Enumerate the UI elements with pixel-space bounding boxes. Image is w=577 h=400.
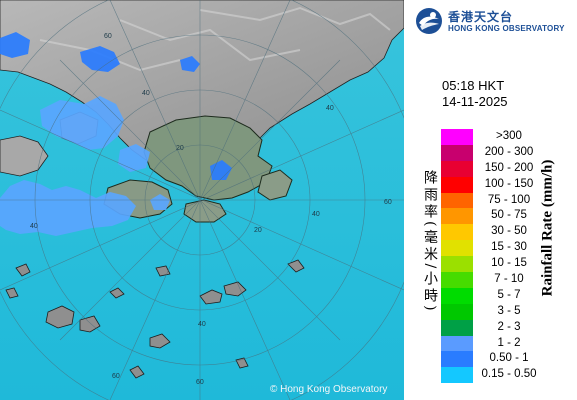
range-label: 40 xyxy=(198,321,206,328)
legend-label: 15 - 30 xyxy=(491,241,527,254)
legend-swatch xyxy=(441,367,473,384)
legend-title-cn: 降雨率(毫米/小時) xyxy=(422,170,438,314)
legend-title-en: Rainfall Rate (mm/h) xyxy=(539,159,556,297)
timestamp-time: 05:18 HKT xyxy=(442,78,505,93)
legend-row: 5 - 7 xyxy=(441,287,571,304)
legend-swatch xyxy=(441,160,473,177)
range-labels: 60 40 20 20 40 60 40 60 40 60 40 xyxy=(30,33,392,386)
range-label: 20 xyxy=(176,145,184,152)
legend-label: 10 - 15 xyxy=(491,257,527,270)
range-label: 40 xyxy=(312,211,320,218)
legend-label: 200 - 300 xyxy=(484,145,534,158)
radar-map-canvas: 60 40 20 20 40 60 40 60 40 60 40 xyxy=(0,0,404,400)
side-panel: 香港天文台 HONG KONG OBSERVATORY 05:18 HKT 14… xyxy=(404,0,577,400)
legend-row: 200 - 300 xyxy=(441,144,571,161)
legend-swatch xyxy=(441,287,473,304)
legend-swatch xyxy=(441,208,473,225)
legend-row: 15 - 30 xyxy=(441,240,571,257)
copyright-notice: © Hong Kong Observatory xyxy=(270,384,388,395)
range-label: 40 xyxy=(326,105,334,112)
legend-swatch xyxy=(441,335,473,352)
legend-row: 30 - 50 xyxy=(441,224,571,241)
hko-logo[interactable]: 香港天文台 HONG KONG OBSERVATORY xyxy=(414,6,574,36)
legend-label: 0.15 - 0.50 xyxy=(481,368,537,381)
legend-swatch xyxy=(441,176,473,193)
legend-swatch xyxy=(441,192,473,209)
legend-swatch xyxy=(441,224,473,241)
range-label: 60 xyxy=(104,33,112,40)
legend-label: 5 - 7 xyxy=(497,288,521,301)
west-landmass xyxy=(0,135,49,177)
logo-text-cn: 香港天文台 xyxy=(448,10,514,24)
range-label: 20 xyxy=(254,227,262,234)
range-rings xyxy=(0,0,404,400)
legend-swatch xyxy=(441,240,473,257)
east-peninsula xyxy=(257,169,293,201)
legend-swatch xyxy=(441,272,473,288)
legend-swatch xyxy=(441,144,473,161)
rain-echoes xyxy=(0,32,232,236)
legend-swatch xyxy=(441,129,473,145)
legend-row: 3 - 5 xyxy=(441,303,571,320)
legend-row: 7 - 10 xyxy=(441,272,571,288)
hko-emblem-icon xyxy=(416,8,442,34)
range-label: 60 xyxy=(112,373,120,380)
legend-row: 50 - 75 xyxy=(441,208,571,225)
legend-row: 100 - 150 xyxy=(441,176,571,193)
legend-row: 1 - 2 xyxy=(441,335,571,352)
range-label: 60 xyxy=(196,379,204,386)
legend-swatch xyxy=(441,319,473,336)
legend-label: 3 - 5 xyxy=(497,304,521,317)
legend-label: 100 - 150 xyxy=(484,177,534,190)
legend-row: 150 - 200 xyxy=(441,160,571,177)
legend-label: 150 - 200 xyxy=(484,161,534,174)
rainfall-legend: >300 200 - 300 150 - 200 100 - 150 75 - 100 5… xyxy=(441,129,571,384)
legend-label: 30 - 50 xyxy=(491,225,527,238)
legend-swatch xyxy=(441,303,473,320)
legend-row: 2 - 3 xyxy=(441,319,571,336)
legend-label: 7 - 10 xyxy=(494,273,524,286)
legend-label: >300 xyxy=(496,130,522,142)
legend-label: 1 - 2 xyxy=(497,336,521,349)
legend-label: 0.50 - 1 xyxy=(489,352,529,365)
hong-kong-territory xyxy=(143,115,273,201)
legend-row: 0.50 - 1 xyxy=(441,351,571,368)
legend-row: >300 xyxy=(441,129,571,145)
legend-label: 75 - 100 xyxy=(487,193,531,206)
legend-label: 2 - 3 xyxy=(497,320,521,333)
logo-text-en: HONG KONG OBSERVATORY xyxy=(448,24,565,33)
legend-row: 10 - 15 xyxy=(441,256,571,273)
legend-row: 0.15 - 0.50 xyxy=(441,367,571,384)
radar-map: 60 40 20 20 40 60 40 60 40 60 40 © Hong … xyxy=(0,0,404,400)
range-label: 40 xyxy=(30,223,38,230)
timestamp-date: 14-11-2025 xyxy=(442,94,508,109)
legend-row: 75 - 100 xyxy=(441,192,571,209)
range-label: 40 xyxy=(142,90,150,97)
legend-swatch xyxy=(441,256,473,273)
legend-swatch xyxy=(441,351,473,368)
range-label: 60 xyxy=(384,199,392,206)
legend-label: 50 - 75 xyxy=(491,209,527,222)
